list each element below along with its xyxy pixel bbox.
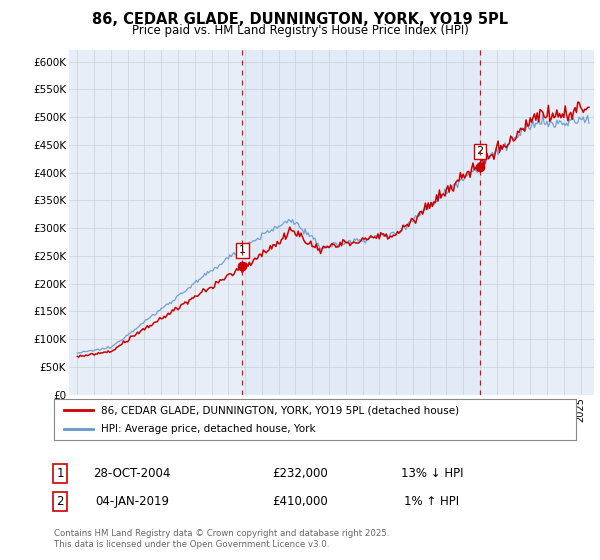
Text: 1% ↑ HPI: 1% ↑ HPI	[404, 494, 460, 508]
Text: 86, CEDAR GLADE, DUNNINGTON, YORK, YO19 5PL (detached house): 86, CEDAR GLADE, DUNNINGTON, YORK, YO19 …	[101, 405, 459, 415]
Text: 13% ↓ HPI: 13% ↓ HPI	[401, 466, 463, 480]
Text: £410,000: £410,000	[272, 494, 328, 508]
Text: Contains HM Land Registry data © Crown copyright and database right 2025.
This d: Contains HM Land Registry data © Crown c…	[54, 529, 389, 549]
Text: HPI: Average price, detached house, York: HPI: Average price, detached house, York	[101, 424, 316, 433]
Text: 28-OCT-2004: 28-OCT-2004	[94, 466, 170, 480]
Text: 2: 2	[56, 494, 64, 508]
Text: 1: 1	[239, 245, 246, 255]
Text: Price paid vs. HM Land Registry's House Price Index (HPI): Price paid vs. HM Land Registry's House …	[131, 24, 469, 36]
Text: 04-JAN-2019: 04-JAN-2019	[95, 494, 169, 508]
Text: 2: 2	[476, 147, 484, 156]
Text: £232,000: £232,000	[272, 466, 328, 480]
Text: 86, CEDAR GLADE, DUNNINGTON, YORK, YO19 5PL: 86, CEDAR GLADE, DUNNINGTON, YORK, YO19 …	[92, 12, 508, 27]
Text: 1: 1	[56, 466, 64, 480]
Bar	[242, 50, 480, 395]
